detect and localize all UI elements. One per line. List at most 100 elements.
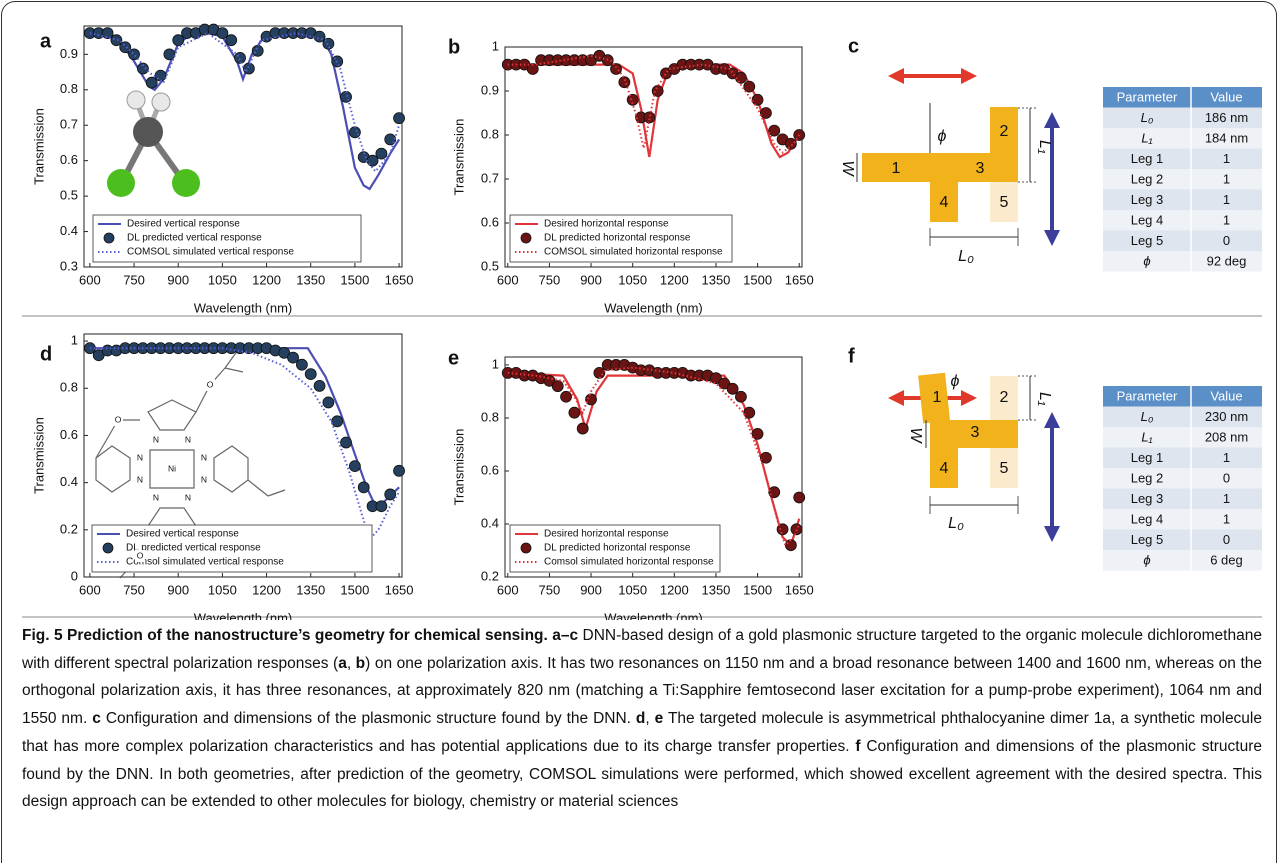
data-point [340,90,352,103]
data-point [393,464,405,477]
data-point [560,390,572,403]
leg-label: 1 [933,389,942,406]
table-cell: ϕ [1143,553,1150,568]
table-cell: 1 [1223,491,1230,506]
table-row [1103,251,1262,272]
y-tick-label: 0.8 [60,81,78,96]
data-line [507,371,801,548]
y-tick-label: 0.4 [60,474,78,489]
data-point [340,436,352,449]
caption-run: f [855,737,861,755]
data-point [576,422,589,435]
atom-label: O [137,550,144,560]
caption-run: a–c [552,627,579,644]
atom-label: N [137,474,143,484]
legend-label: Comsol simulated vertical response [126,557,284,568]
x-tick-label: 1350 [701,582,730,597]
table-cell: Leg 1 [1131,151,1164,166]
y-tick-label: 0.4 [60,223,78,238]
legend-label: Desired vertical response [127,219,240,230]
legend-swatch [103,232,115,244]
caption: Fig. 5 Prediction of the nanostructure’s… [22,622,1262,816]
y-tick-label: 0.7 [60,117,78,132]
data-point [119,41,132,54]
table-cell: L₁ [1141,131,1152,146]
table-cell: L₀ [1141,409,1154,424]
table-row [1103,529,1262,550]
data-line [89,31,401,173]
l1-label: L₁ [1036,392,1053,406]
caption-run: e [654,710,664,728]
panel-label: c [848,35,859,57]
legend-label: DL predicted vertical response [126,543,261,554]
data-point [784,137,797,150]
table-header-cell: Parameter [1117,389,1178,404]
table-row [1103,128,1262,149]
table-row [1103,148,1262,169]
caption-run: The targeted molecule is asymmetrical ph… [22,710,1262,755]
data-point [313,380,326,392]
x-tick-label: 1050 [208,582,237,597]
data-point [626,93,639,106]
x-axis-title: Wavelength (nm) [604,610,703,620]
data-point [304,368,317,381]
l1-label: L₁ [1036,140,1053,154]
table-cell: Leg 1 [1131,450,1164,465]
leg-label: 2 [1000,389,1009,406]
data-point [216,27,229,39]
leg-label: 1 [892,160,901,177]
table-cell: Leg 2 [1131,471,1164,486]
caption-run: , [346,654,356,672]
legend-label: DL predicted horizontal response [544,233,691,244]
data-point [128,48,140,61]
x-tick-label: 1500 [743,582,772,597]
atom-bg [183,492,193,504]
data-point [313,30,326,43]
table-cell: L₁ [1141,430,1152,445]
x-tick-label: 1500 [743,272,772,287]
x-tick-label: 1200 [660,582,689,597]
x-tick-label: 1350 [296,582,325,597]
x-axis-title: Wavelength (nm) [194,300,293,315]
atom-bg [151,434,161,446]
legend-label: COMSOL simulated vertical response [127,247,294,258]
data-point [585,393,597,406]
table-header-cell: Value [1210,90,1242,105]
table-cell: 0 [1223,233,1230,248]
x-tick-label: 600 [497,272,519,287]
table-cell: 208 nm [1205,430,1248,445]
atom-bg [205,379,215,391]
data-point [776,523,789,536]
data-point [154,69,167,82]
table-row [1103,468,1262,489]
caption-run: DNN-based design of a gold plasmonic str… [22,627,1262,672]
data-point [610,63,622,75]
data-point [784,539,797,552]
atom-label: Ni [168,463,176,473]
data-point [348,460,361,473]
legend-swatch [102,542,114,554]
data-point [793,129,806,141]
atom-label: O [115,414,122,424]
table-cell: 230 nm [1205,409,1248,424]
y-axis-title: Transmission [451,119,466,196]
table-header-cell: Parameter [1117,90,1178,105]
atom-label: N [201,474,207,484]
table-row [1103,447,1262,468]
panel-label: f [848,345,855,367]
y-axis-title: Transmission [31,108,46,185]
legend-swatch [520,232,532,244]
data-point [322,396,335,409]
y-tick-label: 0.6 [481,462,499,477]
legend-box [509,524,721,573]
leg-label: 4 [940,194,949,211]
x-tick-label: 900 [580,272,602,287]
legend-box [92,214,362,263]
data-point [357,481,370,494]
y-tick-label: 0.6 [481,214,499,229]
y-tick-label: 0.4 [481,515,499,530]
y-tick-label: 0.5 [60,188,78,203]
legend-label: Desired horizontal response [544,219,669,230]
table-cell: 1 [1223,192,1230,207]
